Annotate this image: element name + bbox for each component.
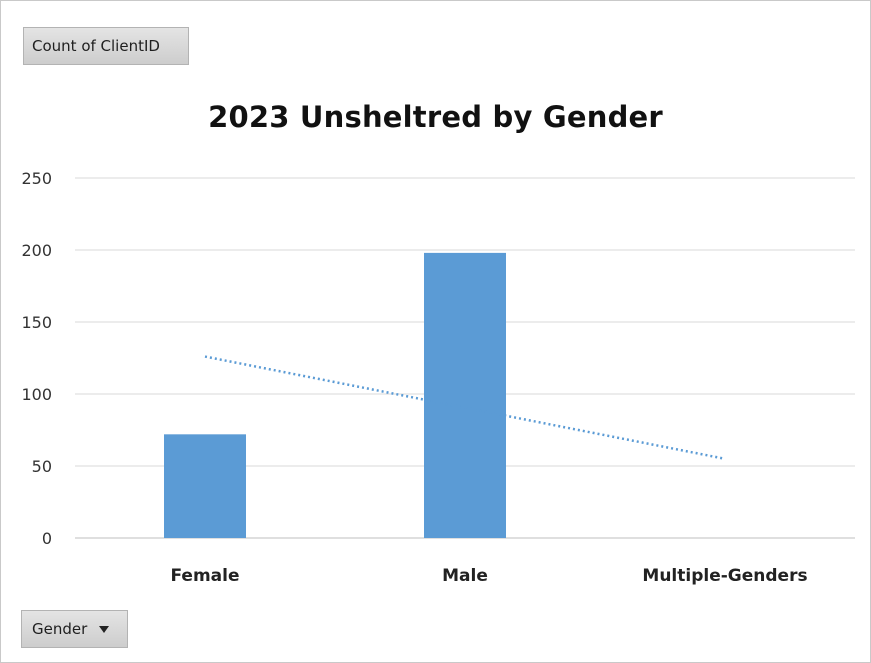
trendline-layer <box>204 355 726 461</box>
value-field-label: Count of ClientID <box>32 37 160 55</box>
y-tick-label: 150 <box>21 313 52 332</box>
x-category-label: Male <box>442 566 488 586</box>
chart-title: 2023 Unsheltred by Gender <box>208 100 663 134</box>
y-tick-label: 200 <box>21 241 52 260</box>
axis-field-button[interactable]: Gender <box>21 610 128 648</box>
chevron-down-icon[interactable] <box>99 625 110 633</box>
y-tick-label: 250 <box>21 169 52 188</box>
value-field-button[interactable]: Count of ClientID <box>23 27 189 65</box>
y-tick-label: 0 <box>42 529 52 548</box>
x-axis-category-labels: Female Male Multiple-Genders <box>171 566 808 586</box>
bar-male[interactable] <box>424 252 506 538</box>
y-tick-label: 50 <box>32 457 52 476</box>
bar-female[interactable] <box>164 434 246 538</box>
y-tick-label: 100 <box>21 385 52 404</box>
y-axis-tick-labels: 0 50 100 150 200 250 <box>21 169 52 548</box>
trendline <box>204 355 726 461</box>
bars <box>164 252 506 538</box>
x-category-label: Female <box>171 566 240 586</box>
x-category-label: Multiple-Genders <box>642 566 807 586</box>
axis-field-label: Gender <box>32 620 88 638</box>
